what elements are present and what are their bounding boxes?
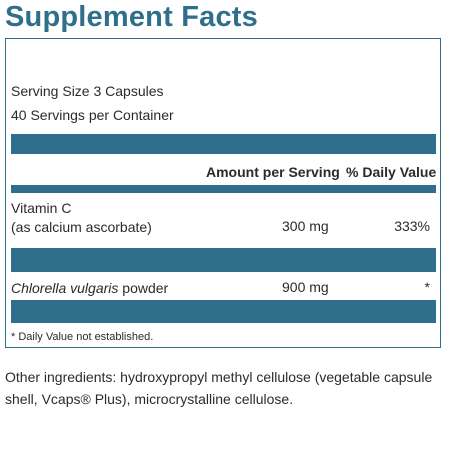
divider-bar xyxy=(11,134,436,154)
serving-size: Serving Size 3 Capsules xyxy=(11,83,164,99)
nutrient-amount: 300 mg xyxy=(282,218,329,234)
supplement-facts-title: Supplement Facts xyxy=(5,1,258,33)
nutrient-name-line: (as calcium ascorbate) xyxy=(11,219,152,235)
servings-per-container: 40 Servings per Container xyxy=(11,107,174,123)
nutrient-name-chlorella: Chlorella vulgaris powder xyxy=(11,279,168,298)
nutrient-daily-value: 333% xyxy=(394,218,430,234)
nutrient-name-rest: powder xyxy=(118,280,169,296)
nutrient-amount: 900 mg xyxy=(282,279,329,295)
footnote: * Daily Value not established. xyxy=(11,331,154,343)
nutrient-daily-value: * xyxy=(424,279,430,295)
nutrient-name-italic: Chlorella vulgaris xyxy=(11,280,119,296)
supplement-facts-panel: Serving Size 3 Capsules 40 Servings per … xyxy=(5,38,441,348)
column-header-daily-value: % Daily Value xyxy=(346,164,437,180)
divider-bar xyxy=(11,185,436,193)
nutrient-name-vitamin-c: Vitamin C (as calcium ascorbate) xyxy=(11,199,152,237)
other-ingredients: Other ingredients: hydroxypropyl methyl … xyxy=(5,369,433,407)
column-header-amount: Amount per Serving xyxy=(206,164,340,180)
nutrient-name-line: Vitamin C xyxy=(11,200,72,216)
divider-bar xyxy=(11,300,436,323)
divider-bar xyxy=(11,248,436,272)
